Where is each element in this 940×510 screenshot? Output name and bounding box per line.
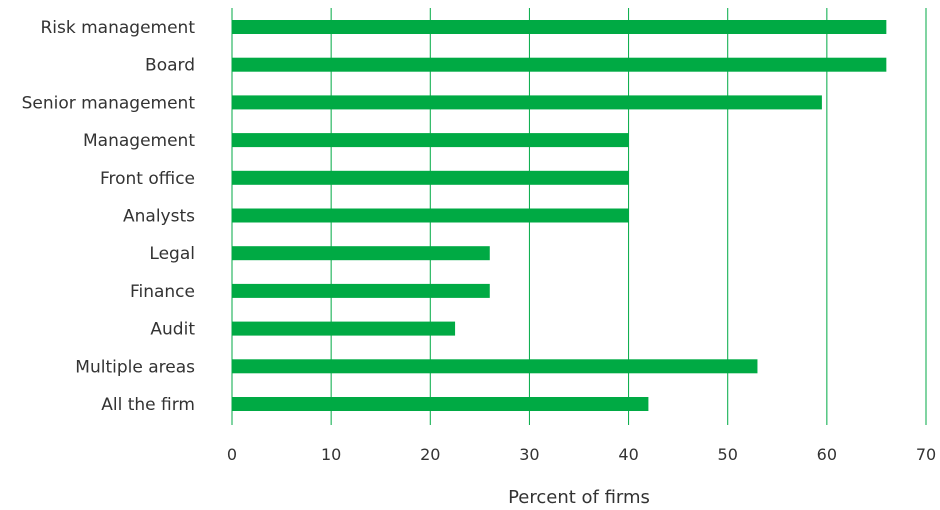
x-tick-labels: 0 10 20 30 40 50 60 70 xyxy=(227,445,936,464)
bars xyxy=(232,20,887,411)
bar-board xyxy=(232,57,887,72)
category-label: Board xyxy=(145,56,195,76)
x-tick-label: 10 xyxy=(321,445,341,464)
bar-analysts xyxy=(232,208,629,223)
x-tick-label: 40 xyxy=(618,445,638,464)
category-label: Management xyxy=(83,131,195,151)
x-tick-label: 20 xyxy=(420,445,440,464)
x-tick-label: 50 xyxy=(718,445,738,464)
category-label: All the firm xyxy=(101,395,195,415)
category-label: Multiple areas xyxy=(75,357,195,377)
bar-risk-management xyxy=(232,20,887,34)
category-label: Senior management xyxy=(22,93,196,113)
bar-audit xyxy=(232,321,456,336)
category-label: Analysts xyxy=(123,207,195,227)
category-label: Legal xyxy=(149,244,195,264)
x-tick-label: 60 xyxy=(817,445,837,464)
bar-all-the-firm xyxy=(232,397,649,411)
x-axis-title: Percent of firms xyxy=(508,487,650,508)
bar-management xyxy=(232,133,629,148)
category-label: Finance xyxy=(130,282,195,302)
category-label: Risk management xyxy=(40,18,195,38)
category-label: Front office xyxy=(100,169,195,189)
bar-legal xyxy=(232,246,490,261)
category-labels: Risk management Board Senior management Man… xyxy=(22,18,196,415)
bar-multiple-areas xyxy=(232,359,758,374)
bar-finance xyxy=(232,283,490,298)
x-tick-label: 70 xyxy=(916,445,936,464)
category-label: Audit xyxy=(150,320,195,340)
x-tick-label: 0 xyxy=(227,445,237,464)
bar-front-office xyxy=(232,170,629,185)
bar-senior-management xyxy=(232,95,822,110)
x-tick-label: 30 xyxy=(519,445,539,464)
